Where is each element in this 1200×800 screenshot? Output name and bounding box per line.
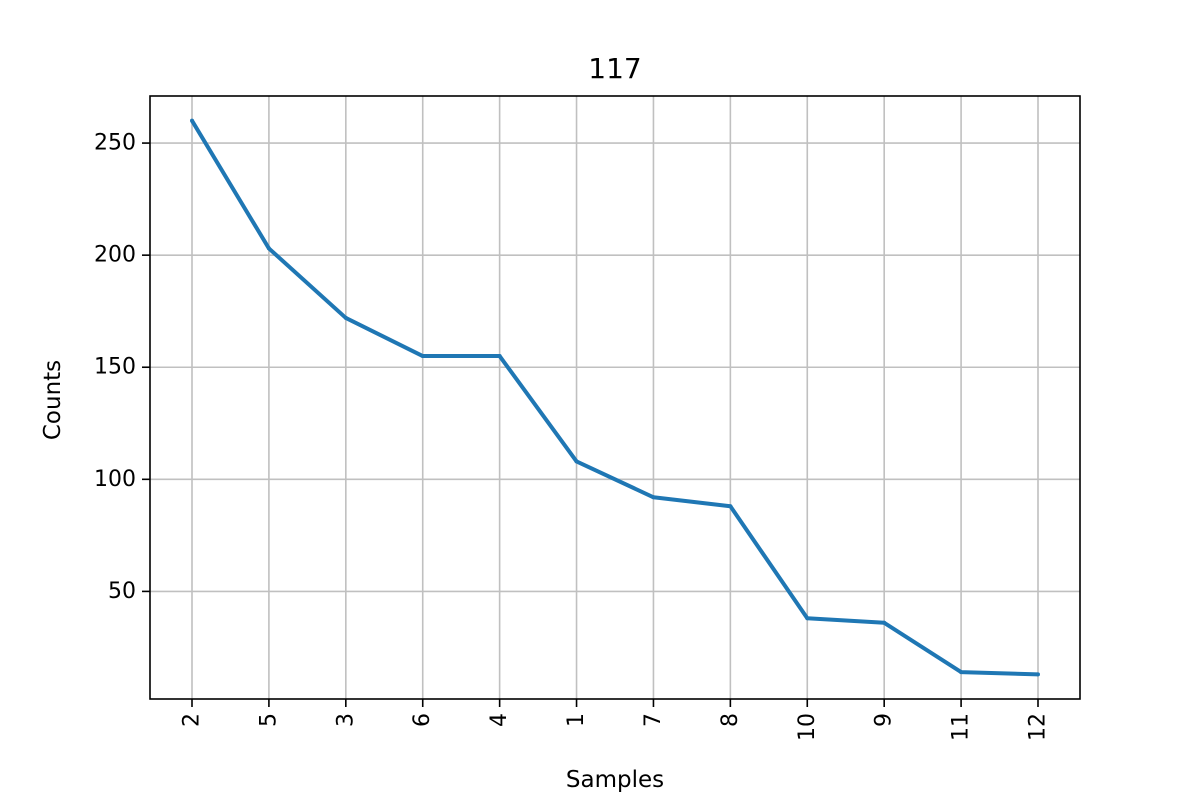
- x-tick-label: 3: [333, 713, 358, 727]
- y-tick-label: 100: [94, 467, 136, 492]
- plot-frame: [149, 95, 1081, 700]
- y-axis-ticks: 50 100 150 200 250: [94, 131, 150, 604]
- y-tick-label: 200: [94, 243, 136, 268]
- series-line-layer: [190, 118, 1040, 677]
- x-tick-label: 5: [256, 713, 281, 727]
- x-tick-label: 4: [487, 713, 512, 727]
- data-point: [805, 616, 810, 621]
- x-tick-label: 9: [872, 713, 897, 727]
- data-point: [728, 504, 733, 509]
- x-axis-label: Samples: [566, 767, 664, 793]
- x-tick-label: 6: [410, 713, 435, 727]
- x-tick-label: 10: [795, 713, 820, 741]
- x-tick-label: 8: [718, 713, 743, 727]
- x-tick-label: 2: [180, 713, 205, 727]
- data-point: [882, 620, 887, 625]
- data-point: [190, 118, 194, 123]
- x-tick-label: 12: [1026, 713, 1051, 741]
- data-point: [266, 246, 271, 251]
- x-axis-ticks: 2 5 3 6 4 1 7 8 10 9 11 12: [180, 699, 1051, 741]
- data-point: [574, 459, 579, 464]
- x-tick-label: 7: [641, 713, 666, 727]
- x-tick-label: 11: [949, 713, 974, 741]
- data-point: [497, 354, 502, 359]
- y-tick-label: 150: [94, 355, 136, 380]
- y-tick-label: 50: [108, 579, 136, 604]
- data-point: [343, 315, 348, 320]
- chart-title: 117: [588, 52, 641, 85]
- y-axis-label: Counts: [40, 360, 66, 440]
- data-point: [651, 495, 656, 500]
- data-point: [959, 670, 964, 675]
- series-line: [190, 119, 1039, 677]
- data-point: [420, 354, 425, 359]
- data-point: [1036, 672, 1040, 677]
- y-tick-label: 250: [94, 131, 136, 156]
- x-tick-label: 1: [564, 713, 589, 727]
